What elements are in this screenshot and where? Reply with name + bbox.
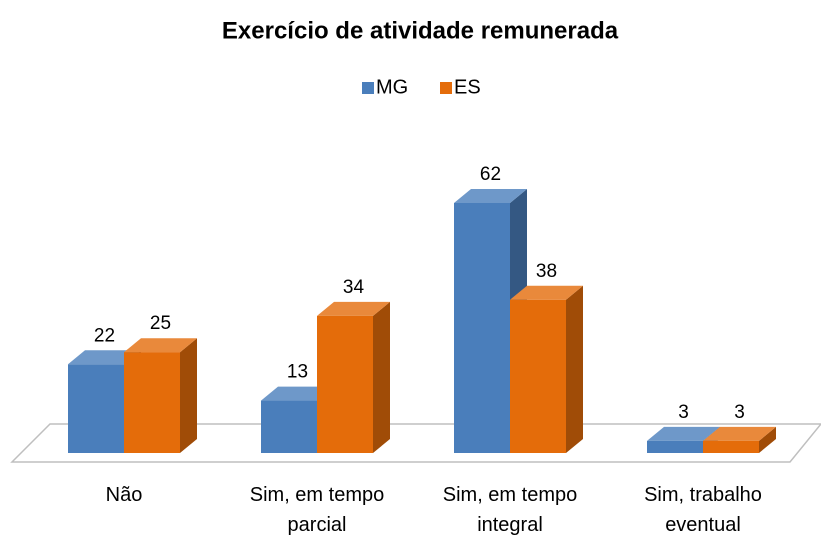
x-tick-label: Sim, em tempo integral	[442, 484, 578, 536]
bar-top	[124, 338, 197, 353]
legend-swatch	[440, 82, 452, 94]
bar	[510, 285, 583, 453]
bar-front	[261, 400, 317, 453]
bar-side	[759, 426, 776, 453]
bar-top	[68, 350, 141, 365]
bar-side	[566, 285, 583, 453]
legend-label: ES	[454, 76, 481, 98]
bar-top	[703, 426, 776, 441]
data-label: 22	[94, 325, 115, 346]
bar-front	[703, 440, 759, 453]
bar-top	[510, 285, 583, 300]
bar	[124, 338, 197, 453]
bar-top	[454, 189, 527, 203]
data-label: 13	[287, 362, 308, 383]
bar-front	[317, 315, 373, 453]
data-label: 62	[480, 164, 501, 185]
legend-swatch	[362, 82, 374, 94]
x-tick-label: Não	[105, 484, 143, 506]
bar-front	[454, 203, 510, 453]
bar	[317, 301, 390, 453]
bar-side	[373, 301, 390, 453]
bar-front	[124, 352, 180, 453]
data-label: 25	[150, 313, 171, 334]
bar-top	[647, 426, 720, 441]
data-label: 3	[678, 402, 689, 423]
legend-label: MG	[376, 76, 408, 98]
chart-title: Exercício de atividade remunerada	[222, 17, 619, 44]
bar-side	[180, 338, 197, 453]
data-label: 38	[536, 261, 557, 282]
bar-top	[261, 386, 334, 401]
floor	[10, 423, 821, 463]
x-tick-label: Sim, em tempo parcial	[249, 484, 385, 536]
bar-front	[510, 299, 566, 453]
data-label: 3	[734, 402, 745, 423]
x-tick-label: Sim, trabalho eventual	[644, 484, 762, 536]
bar-front	[647, 440, 703, 453]
bar-top	[317, 301, 390, 316]
bar	[703, 426, 776, 453]
data-label: 34	[343, 277, 365, 298]
bar-front	[68, 364, 124, 453]
bar	[454, 189, 527, 453]
